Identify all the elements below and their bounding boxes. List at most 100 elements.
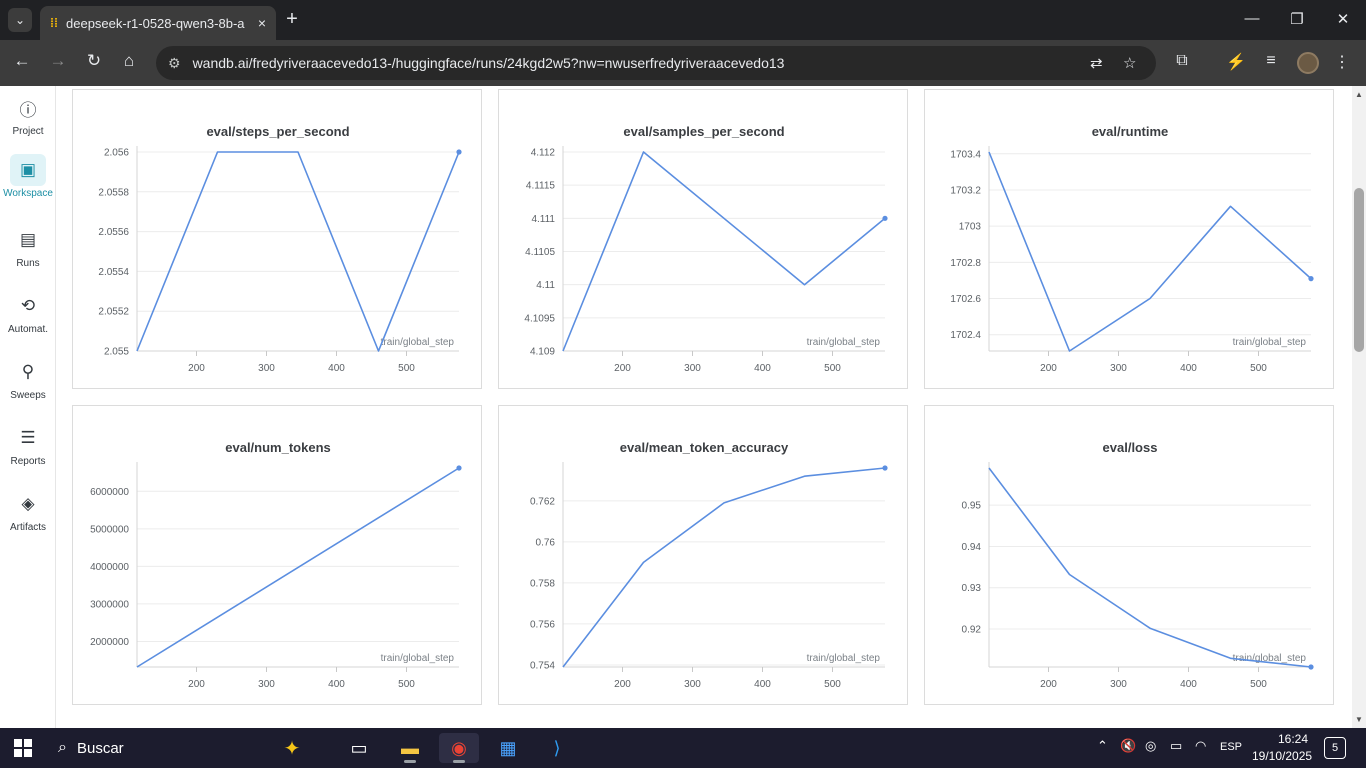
search-label: Buscar	[76, 739, 124, 757]
x-axis-label: train/global_step	[381, 653, 455, 664]
y-tick-label: 0.94	[962, 542, 982, 553]
minimize-icon[interactable]: —	[1244, 10, 1260, 27]
x-tick-label: 500	[824, 679, 841, 690]
windows-start-icon[interactable]	[14, 739, 32, 757]
site-info-icon[interactable]: ⚙	[168, 54, 181, 71]
restore-icon[interactable]: ❐	[1290, 11, 1304, 28]
y-tick-label: 6000000	[90, 487, 129, 498]
new-tab-button[interactable]: +	[286, 8, 298, 30]
x-axis-label: train/global_step	[1233, 337, 1307, 348]
search-icon: ⌕	[58, 739, 67, 756]
address-bar[interactable]: ⚙ wandb.ai/fredyriveraacevedo13-/hugging…	[156, 46, 1156, 80]
sidebar-item-artifacts[interactable]: ◈ Artifacts	[0, 488, 56, 533]
chart-panel-steps-per-second[interactable]: eval/steps_per_second 2.055 2.0552 2.0554 2.…	[72, 89, 482, 389]
microsoft-store-icon[interactable]: ▦	[499, 737, 517, 758]
browser-tab-active[interactable]: ⁞⁞ deepseek-r1-0528-qwen3-8b-a ×	[40, 6, 276, 40]
notification-center-icon[interactable]: 5	[1324, 737, 1346, 759]
extensions-icon[interactable]: ⧉	[1176, 52, 1188, 69]
chrome-icon[interactable]: ◉	[439, 733, 479, 763]
x-tick-label: 300	[1110, 679, 1127, 690]
taskbar-search[interactable]: ⌕ Buscar ✦	[52, 732, 332, 764]
forward-arrow-icon[interactable]: →	[49, 51, 67, 70]
series-line	[562, 467, 886, 668]
y-tick-label: 5000000	[90, 524, 129, 535]
chart-panel-num-tokens[interactable]: eval/num_tokens 2000000 3000000 4000000 5000…	[72, 405, 482, 705]
wandb-favicon-icon: ⁞⁞	[50, 16, 58, 30]
copilot-sparkle-icon: ✦	[283, 737, 301, 760]
chart-title: eval/runtime	[1092, 124, 1169, 139]
x-tick-label: 500	[398, 363, 415, 374]
wifi-icon[interactable]: ◠	[1195, 738, 1207, 753]
chart-title: eval/samples_per_second	[623, 124, 784, 139]
performance-icon[interactable]: ⚡	[1226, 54, 1246, 71]
scrollbar-thumb[interactable]	[1354, 188, 1364, 352]
tray-overflow-icon[interactable]: ⌃	[1097, 738, 1108, 753]
chart-panel-runtime[interactable]: eval/runtime 1702.4 1702.6 1702.8 1703 1703.2…	[924, 89, 1334, 389]
chart-panel-loss[interactable]: eval/loss 0.92 0.93 0.94 0.95 200 300 400 500 tra…	[924, 405, 1334, 705]
y-tick-label: 0.92	[962, 625, 982, 636]
x-tick-label: 200	[614, 363, 631, 374]
x-tick-label: 500	[1250, 679, 1267, 690]
series-endpoint	[882, 215, 888, 221]
x-axis-label: train/global_step	[1233, 653, 1307, 664]
automation-icon: ⟲	[20, 296, 36, 315]
sidebar-item-workspace[interactable]: ▣ Workspace	[0, 154, 56, 199]
x-tick-label: 300	[684, 679, 701, 690]
sidebar-item-label: Project	[12, 126, 44, 137]
x-tick-label: 400	[754, 679, 771, 690]
x-tick-label: 200	[614, 679, 631, 690]
tab-search-dropdown-icon[interactable]: ⌄	[8, 8, 32, 32]
language-indicator[interactable]: ESP	[1220, 741, 1243, 753]
mute-icon[interactable]: 🔇	[1120, 738, 1137, 753]
close-window-icon[interactable]: ✕	[1336, 11, 1350, 28]
chart-title: eval/num_tokens	[225, 440, 331, 455]
y-tick-label: 1702.6	[950, 294, 981, 305]
url-text: wandb.ai/fredyriveraacevedo13-/huggingfa…	[192, 55, 785, 71]
chart-title: eval/steps_per_second	[206, 124, 349, 139]
layers-icon: ◈	[21, 494, 35, 513]
battery-icon[interactable]: ▭	[1170, 738, 1183, 753]
scroll-up-icon[interactable]: ▲	[1355, 90, 1363, 99]
y-tick-label: 2.0552	[98, 307, 129, 318]
y-tick-label: 2.0554	[98, 267, 129, 278]
profile-avatar[interactable]	[1297, 52, 1319, 74]
system-clock[interactable]: 16:24 19/10/2025	[1252, 731, 1313, 765]
sidebar-item-label: Automat.	[7, 324, 49, 335]
info-icon: ⓘ	[19, 100, 37, 120]
chart-panel-samples-per-second[interactable]: eval/samples_per_second 4.109 4.1095 4.11 4.…	[498, 89, 908, 389]
x-tick-label: 400	[328, 679, 345, 690]
y-tick-label: 4.11	[536, 280, 555, 291]
series-line	[136, 467, 460, 668]
y-tick-label: 3000000	[90, 599, 129, 610]
translate-icon[interactable]: ⇄	[1090, 55, 1103, 72]
back-arrow-icon[interactable]: ←	[13, 51, 31, 70]
sidebar-item-reports[interactable]: ☰ Reports	[0, 422, 56, 467]
vscode-icon[interactable]: ⟩	[553, 737, 561, 758]
sidebar-item-label: Runs	[16, 258, 40, 269]
y-tick-label: 0.76	[536, 537, 556, 548]
page-scrollbar[interactable]: ▲ ▼	[1352, 86, 1366, 728]
file-explorer-icon[interactable]: ▬	[390, 733, 430, 763]
series-endpoint	[456, 465, 462, 471]
x-tick-label: 500	[1250, 363, 1267, 374]
sidebar-item-sweeps[interactable]: ⚲ Sweeps	[0, 356, 56, 401]
tab-close-icon[interactable]: ×	[257, 15, 266, 31]
reload-icon[interactable]: ↻	[86, 51, 102, 70]
x-axis-label: train/global_step	[381, 337, 455, 348]
app-sidebar: ⓘ Project ▣ Workspace ▤ Runs ⟲ Automat. …	[0, 86, 56, 728]
app-tray-icon[interactable]: ◎	[1145, 738, 1157, 753]
home-icon[interactable]: ⌂	[123, 51, 135, 70]
media-control-icon[interactable]: ≡	[1266, 52, 1276, 69]
y-tick-label: 1703.2	[950, 185, 981, 196]
clock-date: 19/10/2025	[1252, 749, 1313, 763]
task-view-icon[interactable]: ▭	[350, 737, 368, 758]
sidebar-item-automations[interactable]: ⟲ Automat.	[0, 290, 56, 335]
chart-panel-mean-token-accuracy[interactable]: eval/mean_token_accuracy 0.754 0.756 0.758 0…	[498, 405, 908, 705]
sidebar-item-runs[interactable]: ▤ Runs	[0, 224, 56, 269]
series-endpoint	[1308, 664, 1314, 670]
scroll-down-icon[interactable]: ▼	[1355, 715, 1363, 724]
sidebar-item-project[interactable]: ⓘ Project	[0, 92, 56, 138]
bookmark-star-icon[interactable]: ☆	[1123, 55, 1137, 72]
browser-menu-icon[interactable]: ⋮	[1334, 54, 1350, 71]
workspace-icon: ▣	[10, 154, 46, 186]
